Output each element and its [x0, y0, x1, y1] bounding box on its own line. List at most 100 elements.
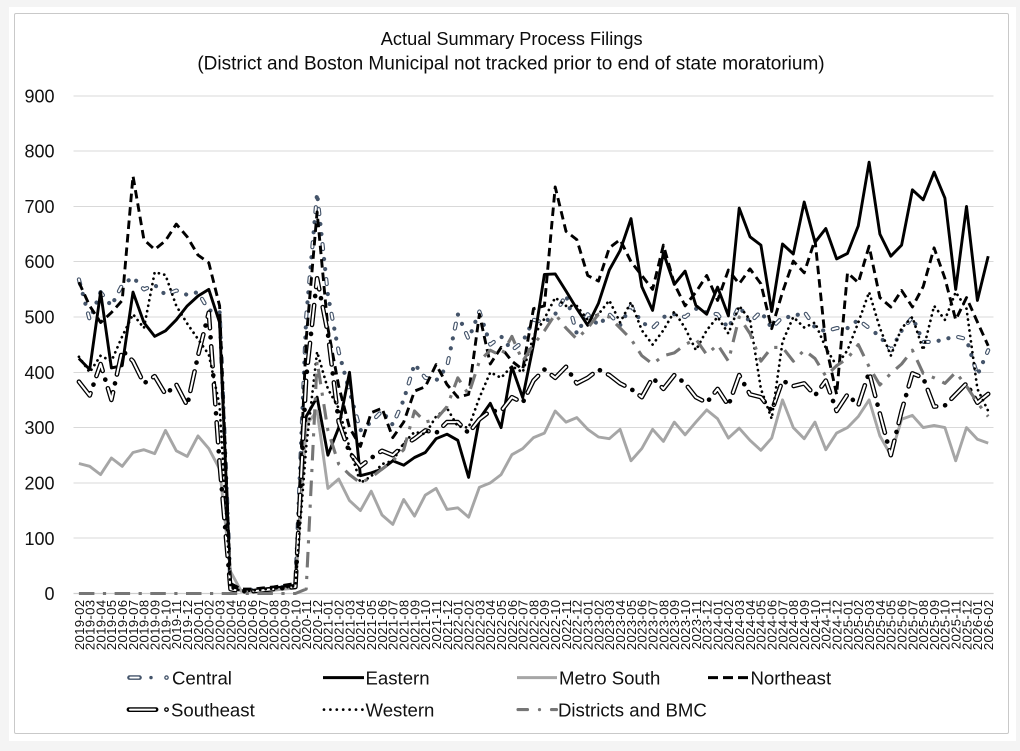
svg-text:2025-07: 2025-07 [905, 600, 920, 651]
svg-text:2024-10: 2024-10 [808, 600, 823, 651]
svg-text:2019-04: 2019-04 [93, 600, 108, 651]
svg-text:2022-05: 2022-05 [494, 600, 509, 651]
svg-text:2022-09: 2022-09 [537, 600, 552, 651]
svg-text:2019-12: 2019-12 [180, 600, 195, 651]
svg-text:2020-10: 2020-10 [288, 600, 303, 651]
svg-text:2023-08: 2023-08 [656, 600, 671, 651]
svg-text:2020-07: 2020-07 [256, 600, 271, 651]
svg-text:2020-09: 2020-09 [277, 600, 292, 651]
svg-text:900: 900 [24, 86, 54, 106]
svg-text:2022-12: 2022-12 [570, 600, 585, 651]
svg-text:800: 800 [24, 142, 54, 162]
svg-text:500: 500 [24, 308, 54, 328]
svg-text:2021-11: 2021-11 [429, 600, 444, 650]
svg-text:2026-02: 2026-02 [981, 600, 996, 651]
svg-text:2020-06: 2020-06 [245, 600, 260, 651]
svg-text:2020-11: 2020-11 [299, 600, 314, 650]
svg-text:2025-08: 2025-08 [916, 600, 931, 651]
svg-text:2019-03: 2019-03 [83, 600, 98, 651]
svg-text:2024-09: 2024-09 [797, 600, 812, 651]
svg-text:2024-03: 2024-03 [732, 600, 747, 651]
svg-text:2019-11: 2019-11 [169, 600, 184, 650]
svg-text:Districts and BMC: Districts and BMC [558, 699, 707, 720]
svg-text:2021-07: 2021-07 [386, 600, 401, 651]
svg-text:2021-01: 2021-01 [321, 600, 336, 651]
svg-text:2020-08: 2020-08 [267, 600, 282, 651]
svg-text:Western: Western [366, 699, 435, 720]
svg-text:2019-09: 2019-09 [148, 600, 163, 651]
svg-text:2019-10: 2019-10 [158, 600, 173, 651]
svg-text:2025-04: 2025-04 [873, 600, 888, 651]
svg-text:2023-03: 2023-03 [602, 600, 617, 651]
svg-text:2025-01: 2025-01 [840, 600, 855, 651]
svg-text:2023-05: 2023-05 [624, 600, 639, 651]
svg-text:2025-11: 2025-11 [949, 600, 964, 650]
svg-text:2024-01: 2024-01 [710, 600, 725, 651]
svg-text:2024-06: 2024-06 [765, 600, 780, 651]
svg-text:400: 400 [24, 363, 54, 383]
svg-text:Northeast: Northeast [751, 667, 832, 688]
svg-text:2023-12: 2023-12 [700, 600, 715, 651]
svg-text:2022-03: 2022-03 [472, 600, 487, 651]
svg-text:2025-09: 2025-09 [927, 600, 942, 651]
svg-text:2019-08: 2019-08 [137, 600, 152, 651]
svg-text:2025-12: 2025-12 [959, 600, 974, 651]
svg-text:Southeast: Southeast [171, 699, 256, 720]
svg-text:2023-01: 2023-01 [581, 600, 596, 651]
svg-text:2020-04: 2020-04 [223, 600, 238, 651]
svg-text:2024-11: 2024-11 [819, 600, 834, 650]
svg-text:2019-02: 2019-02 [72, 600, 87, 651]
svg-text:2019-05: 2019-05 [104, 600, 119, 651]
svg-text:2023-06: 2023-06 [635, 600, 650, 651]
svg-text:2022-08: 2022-08 [526, 600, 541, 651]
svg-text:2021-03: 2021-03 [342, 600, 357, 651]
svg-text:2021-06: 2021-06 [375, 600, 390, 651]
svg-text:2022-02: 2022-02 [461, 600, 476, 651]
svg-text:Eastern: Eastern [366, 667, 430, 688]
svg-text:0: 0 [44, 584, 54, 604]
svg-text:2024-02: 2024-02 [721, 600, 736, 651]
svg-text:2023-11: 2023-11 [689, 600, 704, 650]
svg-text:600: 600 [24, 252, 54, 272]
svg-text:2020-02: 2020-02 [202, 600, 217, 651]
svg-text:2025-06: 2025-06 [894, 600, 909, 651]
svg-text:2021-04: 2021-04 [353, 600, 368, 651]
svg-text:2025-03: 2025-03 [862, 600, 877, 651]
svg-text:2020-01: 2020-01 [191, 600, 206, 651]
svg-text:2021-10: 2021-10 [418, 600, 433, 651]
svg-text:100: 100 [24, 529, 54, 549]
svg-text:2024-05: 2024-05 [754, 600, 769, 651]
svg-text:2023-02: 2023-02 [591, 600, 606, 651]
svg-text:2021-09: 2021-09 [407, 600, 422, 651]
svg-text:2019-06: 2019-06 [115, 600, 130, 651]
svg-text:700: 700 [24, 197, 54, 217]
svg-text:2025-02: 2025-02 [851, 600, 866, 651]
svg-text:2022-01: 2022-01 [451, 600, 466, 651]
svg-text:300: 300 [24, 418, 54, 438]
svg-text:2024-07: 2024-07 [775, 600, 790, 651]
svg-text:2021-02: 2021-02 [332, 600, 347, 651]
svg-text:Actual Summary Process Filings: Actual Summary Process Filings [381, 29, 643, 49]
svg-text:Metro South: Metro South [559, 667, 660, 688]
svg-text:2019-07: 2019-07 [126, 600, 141, 651]
svg-text:2020-05: 2020-05 [234, 600, 249, 651]
svg-text:2025-10: 2025-10 [938, 600, 953, 651]
svg-text:2020-03: 2020-03 [212, 600, 227, 651]
svg-text:2024-08: 2024-08 [786, 600, 801, 651]
svg-text:2023-10: 2023-10 [678, 600, 693, 651]
svg-text:2023-07: 2023-07 [645, 600, 660, 651]
svg-text:2021-12: 2021-12 [440, 600, 455, 651]
svg-text:2020-12: 2020-12 [310, 600, 325, 651]
svg-text:2022-11: 2022-11 [559, 600, 574, 650]
svg-text:2022-07: 2022-07 [516, 600, 531, 651]
svg-text:2021-08: 2021-08 [397, 600, 412, 651]
svg-text:2023-04: 2023-04 [613, 600, 628, 651]
svg-text:2022-04: 2022-04 [483, 600, 498, 651]
svg-text:Central: Central [172, 667, 232, 688]
svg-text:200: 200 [24, 473, 54, 493]
svg-text:2024-04: 2024-04 [743, 600, 758, 651]
svg-text:2024-12: 2024-12 [829, 600, 844, 651]
svg-text:2026-01: 2026-01 [970, 600, 985, 651]
svg-text:2023-09: 2023-09 [667, 600, 682, 651]
svg-text:(District and Boston Municipal: (District and Boston Municipal not track… [197, 53, 824, 74]
